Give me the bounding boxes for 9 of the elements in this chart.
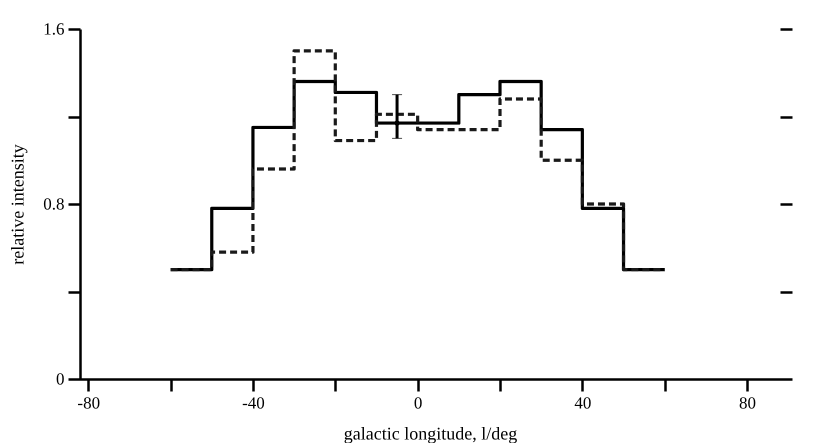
y-tick-label: 1.6 [43,20,64,38]
y-tick-label: 0.8 [43,194,64,214]
x-tick-label: -40 [242,394,265,412]
x-tick-label: -80 [77,394,100,412]
x-tick-label: 40 [574,394,592,412]
x-tick-label: 0 [414,394,422,412]
y-axis-title: relative intensity [7,144,28,265]
x-tick-label: 80 [739,394,756,412]
y-tick-label: 0 [56,370,64,388]
